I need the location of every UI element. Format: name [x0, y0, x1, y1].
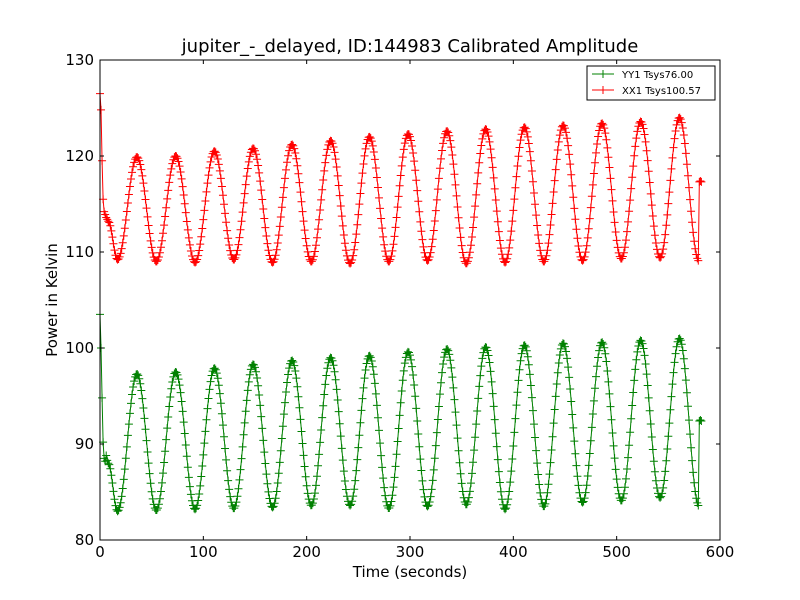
legend-box — [586, 65, 716, 101]
y-tick-label: 110 — [65, 243, 94, 261]
y-tick-label: 100 — [65, 339, 94, 357]
axis-ticks: 0 100 200 300 400 500 600 80 90 100 110 120 130 — [65, 51, 734, 561]
legend-marker-yy1 — [599, 70, 607, 78]
y-tick-label: 80 — [75, 531, 94, 549]
legend-marker-xx1 — [599, 86, 607, 94]
chart-title: jupiter_-_delayed, ID:144983 Calibrated … — [181, 36, 639, 57]
x-tick-label: 500 — [602, 543, 631, 561]
x-tick-label: 200 — [292, 543, 321, 561]
plot-area — [96, 89, 706, 516]
x-tick-label: 600 — [706, 543, 735, 561]
y-tick-label: 130 — [65, 51, 94, 69]
y-axis-label: Power in Kelvin — [43, 243, 61, 357]
x-tick-label: 400 — [499, 543, 528, 561]
legend-label-yy1: YY1 Tsys76.00 — [621, 70, 693, 81]
legend: YY1 Tsys76.00 XX1 Tsys100.57 — [586, 65, 716, 101]
x-tick-label: 300 — [396, 543, 425, 561]
plot-frame — [99, 59, 721, 541]
x-axis-label: Time (seconds) — [352, 563, 468, 581]
x-tick-label: 0 — [95, 543, 105, 561]
y-tick-label: 120 — [65, 147, 94, 165]
x-tick-label: 100 — [189, 543, 218, 561]
legend-label-xx1: XX1 Tsys100.57 — [622, 86, 701, 97]
y-tick-label: 90 — [75, 435, 94, 453]
